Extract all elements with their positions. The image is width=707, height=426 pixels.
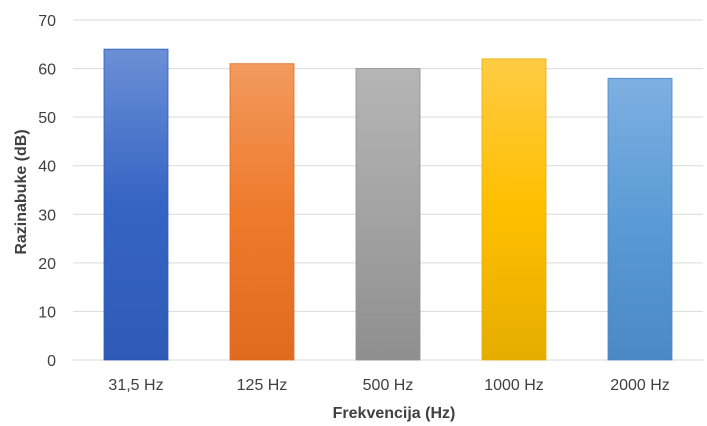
x-axis-title: Frekvencija (Hz) — [333, 405, 456, 422]
x-tick-label: 1000 Hz — [484, 377, 544, 394]
bar-125-hz — [229, 63, 295, 361]
x-axis-ticks: 31,5 Hz 125 Hz 500 Hz 1000 Hz 2000 Hz — [108, 377, 669, 394]
bar-500-hz — [355, 68, 421, 361]
y-tick-label: 0 — [47, 353, 56, 370]
y-tick-label: 50 — [38, 110, 56, 127]
y-axis-title: Razinabuke (dB) — [13, 129, 30, 254]
x-tick-label: 500 Hz — [363, 377, 414, 394]
x-tick-label: 125 Hz — [237, 377, 288, 394]
y-tick-label: 70 — [38, 13, 56, 30]
bar-1000-hz — [481, 58, 547, 361]
y-tick-label: 20 — [38, 256, 56, 273]
y-tick-label: 10 — [38, 304, 56, 321]
bars — [103, 48, 673, 361]
x-tick-label: 31,5 Hz — [108, 377, 163, 394]
y-axis-ticks: 0 10 20 30 40 50 60 70 — [38, 13, 56, 370]
bar-31-5-hz — [103, 48, 169, 361]
y-tick-label: 30 — [38, 207, 56, 224]
y-tick-label: 40 — [38, 159, 56, 176]
x-tick-label: 2000 Hz — [610, 377, 670, 394]
bar-2000-hz — [607, 77, 673, 361]
y-tick-label: 60 — [38, 62, 56, 79]
